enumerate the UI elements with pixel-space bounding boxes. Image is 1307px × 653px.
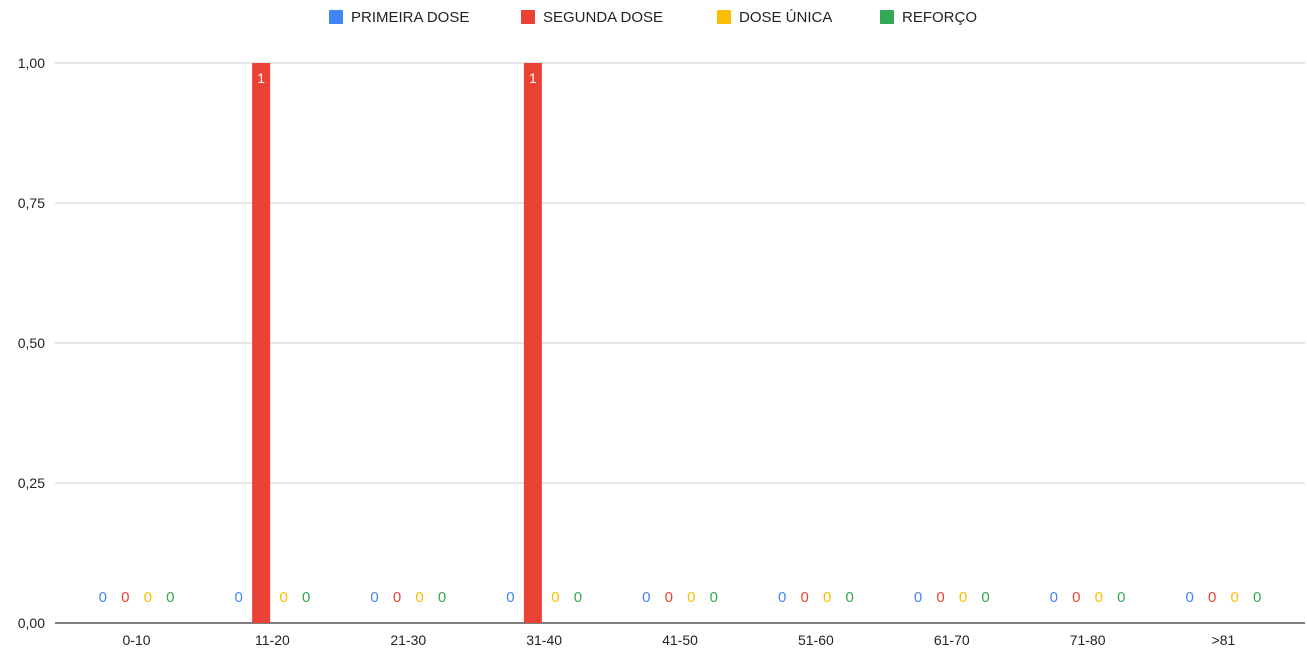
x-tick-label: 51-60 [798,632,834,648]
data-label: 0 [393,589,401,606]
x-tick-label: 31-40 [526,632,562,648]
legend: PRIMEIRA DOSE SEGUNDA DOSE DOSE ÚNICA REFOR… [329,9,977,26]
bar-segunda-dose-11-20 [252,63,271,623]
legend-label-3: DOSE ÚNICA [739,9,832,26]
legend-label-4: REFORÇO [902,9,977,26]
data-label: 0 [710,589,718,606]
legend-swatch-4 [880,10,894,24]
legend-swatch-2 [521,10,535,24]
legend-label-2: SEGUNDA DOSE [543,9,663,26]
data-label: 0 [370,589,378,606]
y-tick-label: 0,50 [18,335,45,351]
data-label: 0 [936,589,944,606]
data-label: 0 [642,589,650,606]
data-label: 0 [823,589,831,606]
data-label: 1 [257,70,265,86]
data-label: 0 [1231,589,1239,606]
data-label: 0 [1208,589,1216,606]
data-label: 0 [551,589,559,606]
x-tick-label: 71-80 [1070,632,1106,648]
data-label: 0 [778,589,786,606]
data-labels: 0 0 0 0 010 0 0 0 0 0 010 0 0 0 0 0 0 0 0 0 0 0 0 0 0 0 0 0 0 0 0 0 [99,70,1262,606]
bar-segunda-dose-31-40 [523,63,542,623]
data-label: 0 [234,589,242,606]
data-label: 0 [574,589,582,606]
data-label: 0 [438,589,446,606]
data-label: 0 [1253,589,1261,606]
data-label: 0 [99,589,107,606]
data-label: 0 [506,589,514,606]
legend-label-1: PRIMEIRA DOSE [351,9,469,26]
legend-swatch-1 [329,10,343,24]
bars [252,63,542,623]
data-label: 0 [959,589,967,606]
x-tick-label: 41-50 [662,632,698,648]
gridlines [55,62,1305,484]
data-label: 0 [1186,589,1194,606]
x-tick-label: 11-20 [255,632,290,648]
data-label: 0 [279,589,287,606]
data-label: 0 [166,589,174,606]
y-tick-label: 0,75 [18,195,45,211]
data-label: 0 [665,589,673,606]
data-label: 1 [529,70,537,86]
data-label: 0 [687,589,695,606]
data-label: 0 [800,589,808,606]
x-tick-label: >81 [1212,632,1236,648]
data-label: 0 [1072,589,1080,606]
data-label: 0 [1117,589,1125,606]
x-tick-label: 61-70 [934,632,970,648]
x-axis: 0-10 11-20 21-30 31-40 41-50 51-60 61-70 71-80 >… [123,632,1236,648]
x-tick-label: 21-30 [390,632,426,648]
data-label: 0 [121,589,129,606]
data-label: 0 [1050,589,1058,606]
y-tick-label: 0,00 [18,615,45,631]
data-label: 0 [981,589,989,606]
data-label: 0 [1095,589,1103,606]
data-label: 0 [415,589,423,606]
data-label: 0 [144,589,152,606]
data-label: 0 [914,589,922,606]
y-tick-label: 0,25 [18,475,45,491]
x-tick-label: 0-10 [123,632,151,648]
legend-swatch-3 [717,10,731,24]
data-label: 0 [302,589,310,606]
data-label: 0 [845,589,853,606]
y-tick-label: 1,00 [18,55,45,71]
